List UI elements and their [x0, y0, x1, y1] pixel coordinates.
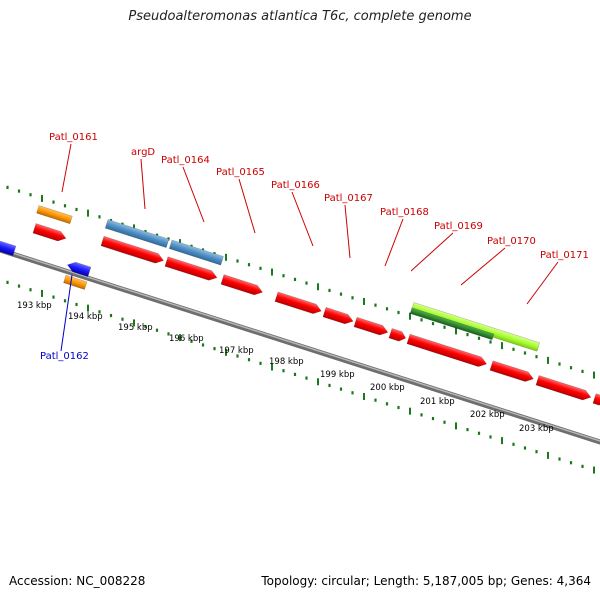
scale-label-193-kbp: 193 kbp [17, 301, 52, 311]
feature-dark-green-region[interactable] [409, 307, 495, 341]
gene-shape [535, 375, 592, 401]
gene-patl-0166-arrow[interactable] [274, 291, 323, 316]
gene-shape [274, 291, 322, 314]
gene-shape [220, 274, 263, 296]
genome-backbone [0, 247, 600, 445]
gene-label-patl-0168[interactable]: Patl_0168 [380, 207, 429, 218]
rna-feature-patl-0162[interactable] [63, 274, 88, 290]
scale-label-198-kbp: 198 kbp [269, 357, 304, 367]
gene-label-patl-0171[interactable]: Patl_0171 [540, 250, 589, 261]
gene-shape [168, 239, 224, 266]
inner-tick-track [6, 280, 595, 474]
gene-patl-0167-arrow[interactable] [322, 306, 355, 326]
gene-label-argd[interactable]: argD [131, 147, 155, 158]
leader-line-patl-0169 [410, 232, 454, 272]
accession-text: Accession: NC_008228 [9, 574, 146, 588]
rna-feature-patl-0161[interactable] [36, 205, 73, 225]
gene-argD-arrow[interactable] [100, 235, 165, 265]
gene-patl-0171-arrow[interactable] [489, 360, 535, 384]
scale-label-195-kbp: 195 kbp [118, 323, 153, 333]
scale-label-196-kbp: 196 kbp [169, 334, 204, 344]
scale-label-201-kbp: 201 kbp [420, 397, 455, 407]
gene-shape [104, 219, 170, 249]
gene-shape [388, 328, 407, 342]
leader-line-patl-0168 [384, 218, 404, 267]
leader-line-patl-0164 [182, 166, 205, 223]
backbone-highlight [0, 248, 600, 442]
scale-label-194-kbp: 194 kbp [68, 312, 103, 322]
scale-label-199-kbp: 199 kbp [320, 370, 355, 380]
gene-shape [36, 205, 73, 225]
leader-line-argd [140, 158, 146, 210]
leader-line-patl-0171 [526, 261, 559, 305]
gene-patl-0168-arrow[interactable] [353, 316, 389, 337]
leader-line-patl-0161 [61, 143, 72, 193]
gene-label-patl-0166[interactable]: Patl_0166 [271, 180, 320, 191]
gene-shape [489, 360, 534, 382]
leader-line-patl-0162 [60, 274, 73, 352]
gene-shape [406, 333, 488, 367]
gene-shape [0, 240, 17, 256]
gene-next-arrow[interactable] [535, 375, 592, 402]
leader-line-patl-0170 [460, 247, 506, 286]
gene-label-patl-0167[interactable]: Patl_0167 [324, 193, 373, 204]
gene-patl-0170-arrow[interactable] [406, 333, 488, 369]
gene-label-patl-0170[interactable]: Patl_0170 [487, 236, 536, 247]
gene-label-patl-0165[interactable]: Patl_0165 [216, 167, 265, 178]
gene-shape [592, 393, 600, 406]
gene-shape [100, 235, 164, 264]
gene-shape [409, 307, 495, 341]
scale-label-202-kbp: 202 kbp [470, 410, 505, 420]
gene-shape [63, 274, 88, 290]
gene-shape [322, 306, 354, 325]
gene-shape [353, 316, 389, 336]
gene-shape [32, 223, 67, 242]
gene-shape [66, 261, 92, 277]
feature-region-0164[interactable] [168, 239, 224, 266]
gene-patl-0169-arrow[interactable] [388, 328, 407, 342]
scale-label-197-kbp: 197 kbp [219, 346, 254, 356]
scale-label-200-kbp: 200 kbp [370, 383, 405, 393]
genome-title: Pseudoalteromonas atlantica T6c, complet… [128, 9, 472, 24]
leader-line-patl-0165 [238, 178, 256, 234]
gene-patl-0162-arrow[interactable] [66, 260, 92, 277]
reverse-gene-left[interactable] [0, 239, 17, 256]
gene-label-patl-0162[interactable]: Patl_0162 [40, 351, 89, 362]
gene-patl-0161-arrow[interactable] [32, 223, 67, 244]
scale-label-203-kbp: 203 kbp [519, 424, 554, 434]
leader-line-patl-0166 [291, 191, 314, 247]
gene-shape [164, 256, 218, 281]
genome-summary-text: Topology: circular; Length: 5,187,005 bp… [261, 574, 591, 588]
gene-patl-0165-arrow[interactable] [220, 274, 264, 297]
gene-edge-arrow[interactable] [592, 393, 600, 407]
leader-line-patl-0167 [344, 204, 351, 259]
gene-label-patl-0164[interactable]: Patl_0164 [161, 155, 210, 166]
gene-label-patl-0169[interactable]: Patl_0169 [434, 221, 483, 232]
feature-region-argD[interactable] [104, 219, 170, 249]
gene-label-patl-0161[interactable]: Patl_0161 [49, 132, 98, 143]
gene-patl-0164-arrow[interactable] [164, 256, 219, 283]
